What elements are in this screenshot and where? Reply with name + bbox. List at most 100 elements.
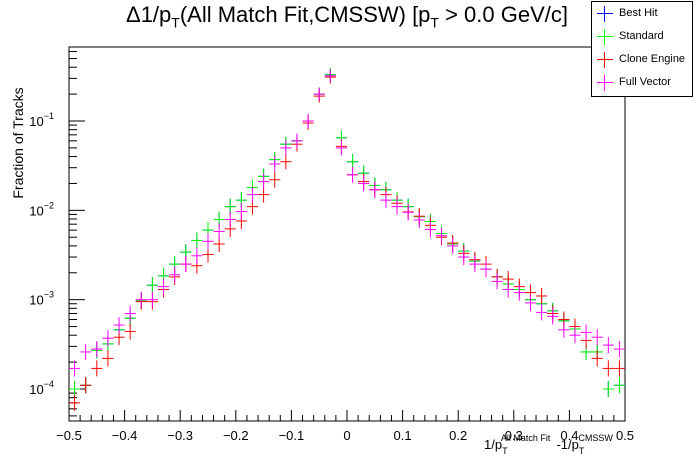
data-point	[424, 221, 436, 238]
legend-marker-full-vector	[596, 74, 614, 92]
data-point	[302, 114, 314, 128]
data-point	[113, 317, 125, 334]
data-point	[80, 377, 92, 394]
data-point	[558, 321, 570, 338]
x-tick-label: −0.2	[223, 428, 249, 443]
x-tick-label: −0.5	[56, 428, 82, 443]
data-point	[180, 256, 192, 273]
x-tick-label: 0	[343, 428, 350, 443]
data-point	[269, 171, 281, 188]
plot-frame	[68, 46, 626, 422]
data-point	[69, 394, 81, 411]
data-point	[169, 266, 181, 283]
series-best-hit	[69, 68, 625, 397]
data-point	[313, 87, 325, 101]
data-point	[324, 69, 336, 83]
data-point	[280, 140, 292, 156]
data-point	[157, 278, 170, 295]
x-tick-label: −0.4	[112, 428, 138, 443]
data-point	[480, 261, 492, 278]
data-point	[213, 223, 225, 240]
x-tick-label: 0.3	[505, 428, 523, 443]
series-standard	[69, 68, 625, 397]
legend-marker-clone-engine	[596, 51, 614, 69]
data-point	[502, 281, 514, 298]
x-tick-label: −0.1	[279, 428, 305, 443]
data-marks	[69, 68, 625, 411]
y-tick-label: 10−2	[29, 200, 54, 218]
data-point	[347, 167, 359, 183]
data-point	[202, 233, 214, 250]
data-point	[458, 249, 470, 266]
legend-item-best-hit: Best Hit	[592, 4, 692, 26]
y-tick-label: 10−4	[29, 379, 54, 397]
data-point	[513, 284, 525, 301]
data-point	[91, 360, 103, 377]
data-point	[536, 287, 548, 304]
data-point	[569, 327, 581, 344]
data-point	[602, 360, 614, 377]
data-point	[191, 247, 203, 264]
legend-label-clone-engine: Clone Engine	[619, 53, 686, 65]
data-point	[69, 381, 81, 397]
data-point	[124, 305, 136, 322]
data-point	[146, 291, 158, 308]
data-point	[335, 140, 347, 156]
data-point	[347, 154, 359, 170]
data-point	[524, 294, 537, 311]
y-tick-label: 10−3	[29, 290, 54, 308]
x-tick-label: 0.4	[560, 428, 578, 443]
data-point	[235, 203, 247, 220]
data-point	[191, 232, 203, 249]
data-point	[447, 237, 459, 254]
data-point	[602, 381, 614, 397]
data-point	[135, 291, 147, 308]
axis-ticks: −0.5 −0.4 −0.3 −0.2 −0.1 0 0.1 0.2 0.3 0.4 0.5 10−4…	[29, 50, 634, 443]
data-point	[491, 273, 503, 290]
legend: Best Hit Standard Clone Engine Full Vect…	[591, 1, 693, 97]
data-point	[258, 173, 270, 190]
data-point	[358, 175, 370, 192]
data-point	[402, 204, 414, 221]
data-point	[380, 192, 392, 209]
data-point	[102, 350, 114, 367]
x-axis-label: 1/pTAll Match Fit -1/pTCMSSW	[484, 433, 613, 456]
data-point	[224, 211, 236, 228]
data-point	[580, 324, 592, 341]
data-point	[102, 330, 114, 347]
data-point	[269, 156, 281, 172]
data-point	[435, 227, 448, 244]
data-point	[536, 304, 548, 321]
legend-label-standard: Standard	[619, 30, 664, 42]
data-point	[69, 360, 81, 377]
data-point	[246, 186, 259, 203]
x-tick-label: −0.3	[167, 428, 193, 443]
legend-marker-best-hit	[596, 5, 614, 23]
y-tick-label: 10−1	[29, 111, 54, 129]
legend-item-clone-engine: Clone Engine	[592, 50, 692, 72]
legend-item-standard: Standard	[592, 27, 692, 49]
data-point	[469, 256, 481, 273]
series-full-vector	[69, 69, 625, 377]
data-point	[591, 350, 603, 367]
data-point	[591, 329, 603, 346]
data-point	[613, 377, 625, 394]
data-point	[369, 181, 381, 198]
data-point	[613, 341, 625, 358]
data-point	[602, 337, 614, 354]
data-point	[413, 211, 425, 228]
legend-marker-standard	[596, 28, 614, 46]
x-tick-label: 0.1	[394, 428, 412, 443]
data-point	[80, 343, 92, 360]
data-point	[613, 360, 625, 377]
data-point	[547, 308, 559, 325]
data-point	[124, 323, 136, 340]
data-point	[146, 277, 158, 294]
data-point	[280, 154, 292, 170]
y-axis-label: Fraction of Tracks	[10, 87, 26, 199]
series-clone-engine	[69, 70, 625, 411]
chart-title: Δ1/pT(All Match Fit,CMSSW) [pT > 0.0 GeV…	[126, 2, 568, 31]
x-tick-label: 0.2	[449, 428, 467, 443]
data-point	[391, 198, 403, 215]
legend-item-full-vector: Full Vector	[592, 73, 692, 95]
